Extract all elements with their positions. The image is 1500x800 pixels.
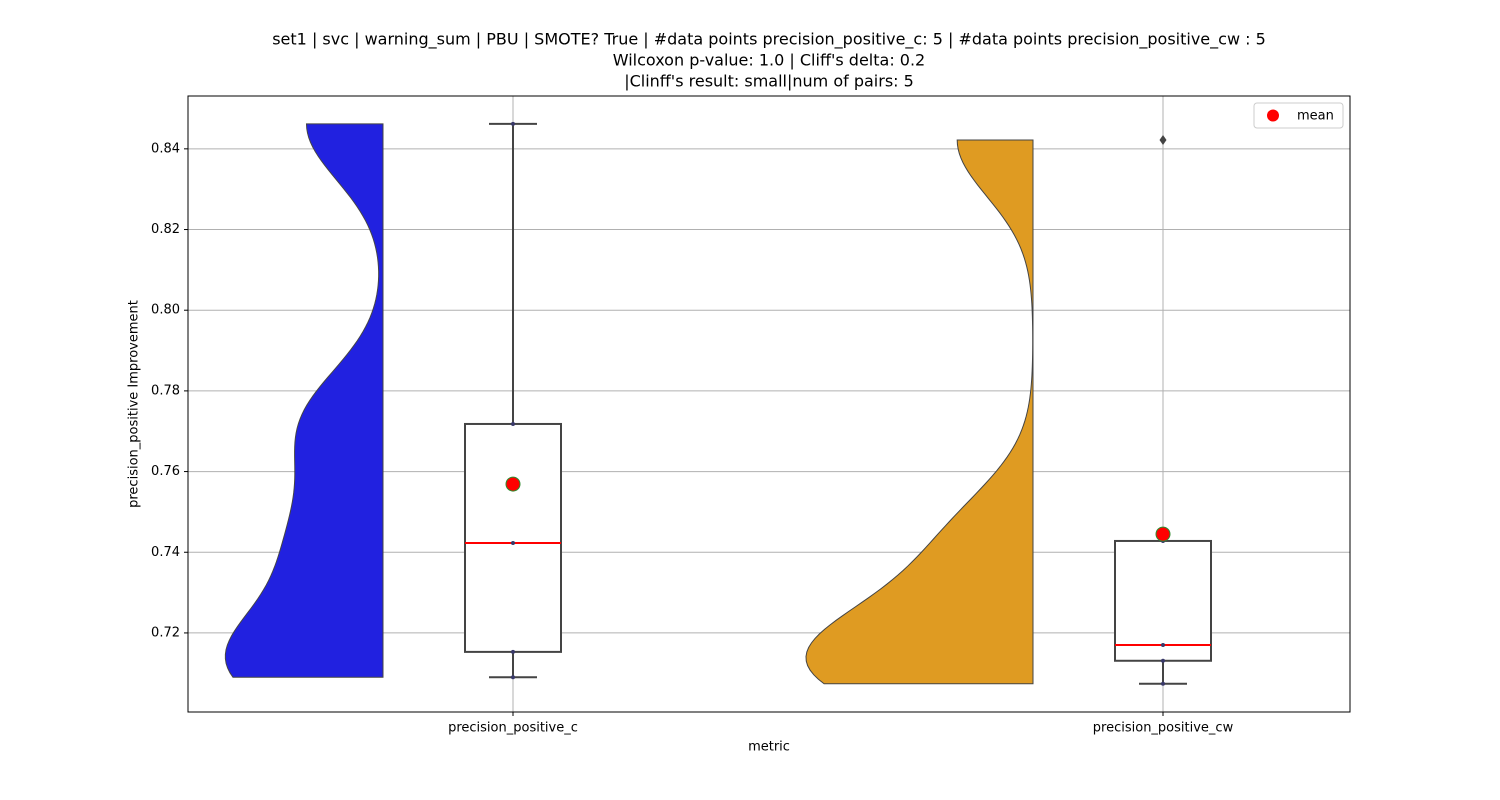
chart-subtitle: |Clinff's result: small|num of pairs: 5 xyxy=(624,72,914,91)
data-point xyxy=(1161,658,1165,663)
x-axis-label: metric xyxy=(748,740,790,755)
y-tick-label: 0.74 xyxy=(151,545,180,560)
y-axis-label: precision_positive Improvement xyxy=(127,300,142,508)
mean-marker xyxy=(505,476,521,492)
data-point xyxy=(511,649,515,654)
data-point xyxy=(511,675,515,680)
y-tick-label: 0.84 xyxy=(151,141,180,156)
x-tick-label: precision_positive_cw xyxy=(1093,721,1234,736)
chart-title: set1 | svc | warning_sum | PBU | SMOTE? … xyxy=(272,30,1266,50)
box xyxy=(1114,539,1212,662)
y-tick-label: 0.76 xyxy=(151,464,180,479)
outlier xyxy=(1159,134,1167,145)
legend: mean xyxy=(1253,102,1344,129)
legend-label: mean xyxy=(1297,109,1334,124)
violin xyxy=(805,139,1034,685)
chart-subtitle: Wilcoxon p-value: 1.0 | Cliff's delta: 0… xyxy=(613,51,925,70)
legend-box xyxy=(1253,102,1344,129)
legend-marker xyxy=(1267,109,1279,122)
x-tick-label: precision_positive_c xyxy=(448,721,578,736)
data-point xyxy=(511,540,515,545)
data-point xyxy=(511,421,515,426)
plot-frame xyxy=(187,95,1351,713)
y-tick-label: 0.72 xyxy=(151,625,180,640)
y-tick-label: 0.80 xyxy=(151,303,180,318)
y-tick-label: 0.82 xyxy=(151,222,180,237)
data-point xyxy=(511,121,515,126)
violin xyxy=(224,123,384,678)
y-tick-label: 0.78 xyxy=(151,383,180,398)
mean-marker xyxy=(1155,526,1171,542)
data-point xyxy=(1161,681,1165,686)
data-point xyxy=(1161,643,1165,648)
box xyxy=(464,422,562,653)
